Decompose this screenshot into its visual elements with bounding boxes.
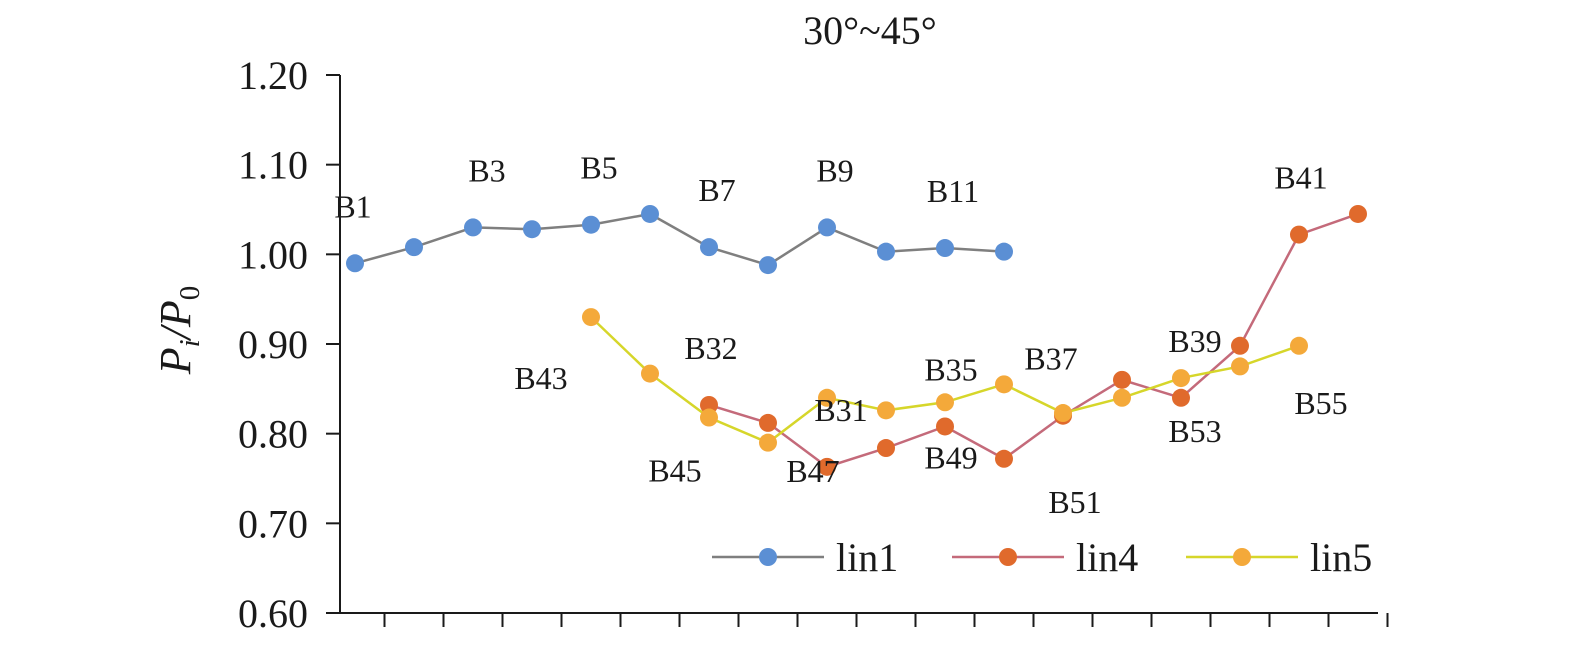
data-point-lin5 (700, 408, 718, 427)
data-point-lin1 (582, 215, 600, 234)
point-label: B45 (648, 453, 701, 489)
x-ticks (383, 613, 1389, 627)
data-point-lin5 (995, 375, 1013, 394)
data-point-lin4 (1113, 370, 1131, 389)
point-label: B7 (698, 172, 735, 208)
data-point-lin4 (1172, 388, 1190, 407)
data-point-lin4 (995, 449, 1013, 468)
point-label: B53 (1168, 413, 1221, 449)
data-point-lin4 (1290, 225, 1308, 244)
y-tick-label: 0.80 (238, 412, 308, 457)
data-point-lin5 (1290, 336, 1308, 355)
data-point-lin4 (759, 413, 777, 432)
legend: lin1 lin4 lin5 (712, 535, 1372, 580)
point-label: B51 (1048, 484, 1101, 520)
legend-label: lin4 (1076, 535, 1138, 580)
data-point-lin1 (346, 254, 364, 273)
y-ticks: 0.60 0.70 0.80 0.90 1.00 1.10 1.20 (238, 53, 340, 636)
legend-item-lin4: lin4 (952, 535, 1138, 580)
data-point-lin5 (1054, 404, 1072, 423)
legend-marker (1233, 548, 1251, 566)
point-label: B31 (814, 392, 867, 428)
data-point-lin5 (877, 401, 895, 420)
y-tick-label: 0.90 (238, 322, 308, 367)
data-point-lin5 (582, 308, 600, 327)
y-tick-label: 0.60 (238, 591, 308, 636)
data-point-lin4 (936, 417, 954, 436)
point-label: B3 (468, 152, 505, 188)
legend-item-lin1: lin1 (712, 535, 898, 580)
legend-label: lin1 (836, 535, 898, 580)
y-tick-label: 0.70 (238, 501, 308, 546)
legend-marker (999, 548, 1017, 566)
data-point-lin1 (877, 242, 895, 261)
point-label: B41 (1274, 160, 1327, 196)
y-axis-label: Pi/P0 (151, 286, 206, 376)
data-point-lin4 (1349, 204, 1367, 223)
data-point-lin1 (464, 218, 482, 237)
point-label: B5 (580, 150, 617, 186)
point-label: B35 (924, 351, 977, 387)
y-tick-label: 1.00 (238, 232, 308, 277)
data-point-lin4 (818, 457, 836, 476)
point-label: B39 (1168, 323, 1221, 359)
point-label: B55 (1294, 385, 1347, 421)
y-axis-label-sub-i: i (174, 339, 206, 347)
point-labels: B1 B3 B5 B7 B9 B11 B32 B31 B35 B37 B39 B41 B43 B45 B47… (334, 150, 1347, 520)
y-tick-label: 1.10 (238, 143, 308, 188)
data-point-lin5 (1172, 369, 1190, 388)
data-point-lin1 (995, 242, 1013, 261)
data-point-lin5 (936, 393, 954, 412)
series-line-lin1 (354, 212, 1005, 267)
point-label: B49 (924, 439, 977, 475)
series-lin1 (346, 204, 1013, 275)
legend-item-lin5: lin5 (1186, 535, 1372, 580)
legend-marker (759, 548, 777, 566)
data-point-lin1 (818, 218, 836, 237)
y-tick-label: 1.20 (238, 53, 308, 98)
y-axis-label-p: P (151, 347, 200, 375)
data-point-lin1 (405, 238, 423, 257)
point-label: B9 (816, 152, 853, 188)
series-lin5 (582, 308, 1308, 452)
legend-label: lin5 (1310, 535, 1372, 580)
data-point-lin1 (759, 256, 777, 275)
data-point-lin5 (818, 388, 836, 407)
y-axis-label-slash-p: /P (151, 300, 200, 342)
data-point-lin1 (700, 238, 718, 257)
data-point-lin1 (936, 239, 954, 258)
data-point-lin5 (759, 433, 777, 452)
point-label: B11 (927, 173, 979, 209)
data-point-lin5 (1113, 388, 1131, 407)
data-point-lin4 (1231, 336, 1249, 355)
series-line-lin4 (708, 212, 1359, 469)
data-point-lin1 (523, 220, 541, 239)
point-label: B43 (514, 360, 567, 396)
chart-title: 30°~45° (803, 8, 937, 53)
point-label: B37 (1024, 341, 1077, 377)
data-point-lin5 (1231, 357, 1249, 376)
y-axis-label-sub-0: 0 (174, 286, 206, 301)
series-layer (346, 204, 1367, 476)
data-point-lin4 (700, 395, 718, 414)
point-label: B32 (684, 330, 737, 366)
data-point-lin4 (877, 439, 895, 458)
data-point-lin1 (641, 204, 659, 223)
data-point-lin5 (641, 364, 659, 383)
point-label: B47 (786, 453, 839, 489)
point-label: B1 (334, 188, 371, 224)
